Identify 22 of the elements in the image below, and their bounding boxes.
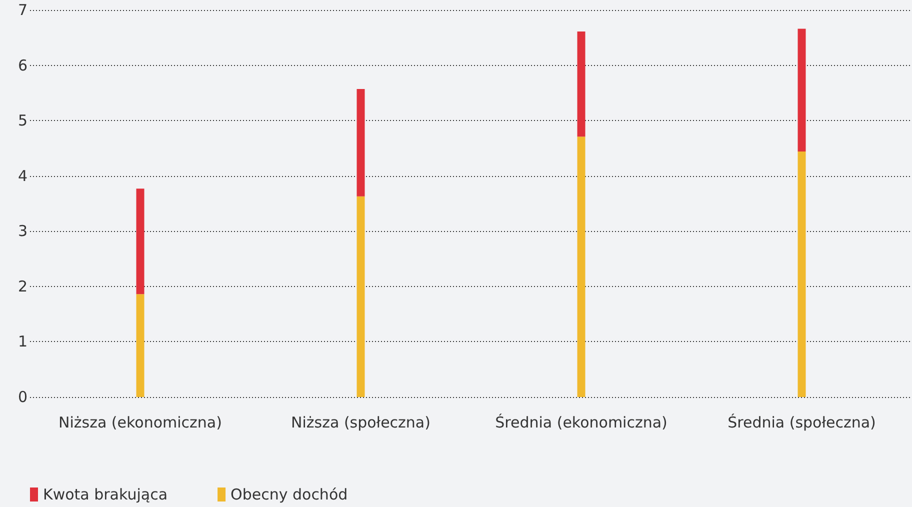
y-tick-label: 4	[18, 166, 28, 185]
bar	[356, 196, 365, 397]
x-tick-label: Niższa (społeczna)	[291, 414, 430, 432]
y-tick-label: 2	[18, 277, 28, 296]
y-tick-label: 7	[18, 1, 28, 19]
x-tick-label: Średnia (ekonomiczna)	[495, 414, 668, 432]
y-tick-label: 1	[18, 332, 28, 351]
y-tick-label: 5	[18, 112, 28, 130]
legend-label: Kwota brakująca	[43, 486, 168, 504]
legend-label: Obecny dochód	[230, 486, 348, 504]
y-tick-label: 3	[18, 222, 28, 240]
y-tick-label: 0	[18, 388, 28, 406]
bar	[798, 28, 806, 152]
y-tick-label: 6	[18, 56, 28, 74]
x-tick-label: Niższa (ekonomiczna)	[58, 414, 222, 432]
x-tick-label: Średnia (społeczna)	[728, 414, 876, 432]
bar	[577, 32, 586, 137]
bar	[798, 152, 806, 397]
bar	[577, 136, 586, 397]
bar	[136, 188, 144, 294]
bar	[136, 294, 144, 397]
bar	[356, 89, 365, 196]
